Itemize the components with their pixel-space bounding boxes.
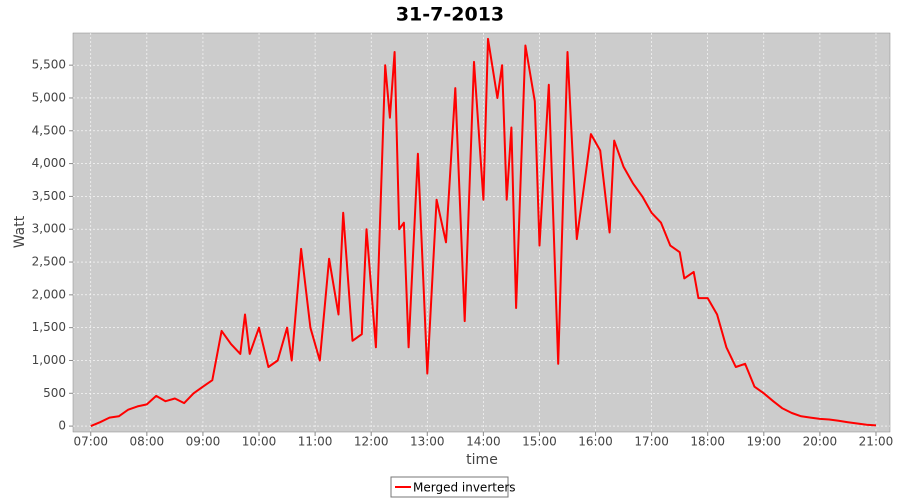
y-tick-label: 3,000 bbox=[32, 222, 66, 236]
y-tick-label: 2,500 bbox=[32, 255, 66, 269]
legend-label: Merged inverters bbox=[413, 481, 516, 495]
x-tick-label: 16:00 bbox=[578, 435, 613, 449]
x-tick-label: 18:00 bbox=[690, 435, 725, 449]
x-tick-label: 15:00 bbox=[522, 435, 557, 449]
x-tick-label: 10:00 bbox=[242, 435, 277, 449]
x-tick-label: 20:00 bbox=[803, 435, 838, 449]
x-tick-label: 11:00 bbox=[298, 435, 333, 449]
x-tick-label: 21:00 bbox=[859, 435, 894, 449]
x-tick-label: 13:00 bbox=[410, 435, 445, 449]
y-tick-label: 2,000 bbox=[32, 287, 66, 301]
y-tick-label: 4,500 bbox=[32, 123, 66, 137]
legend bbox=[390, 476, 509, 498]
chart-title: 31-7-2013 bbox=[396, 4, 504, 26]
y-tick-label: 1,500 bbox=[32, 320, 66, 334]
x-tick-label: 12:00 bbox=[354, 435, 389, 449]
y-tick-label: 4,000 bbox=[32, 156, 66, 170]
y-tick-label: 3,500 bbox=[32, 189, 66, 203]
y-tick-label: 5,500 bbox=[32, 58, 66, 72]
y-axis-label: Watt bbox=[12, 215, 28, 248]
y-tick-label: 5,000 bbox=[32, 90, 66, 104]
x-tick-label: 14:00 bbox=[466, 435, 501, 449]
x-tick-label: 17:00 bbox=[634, 435, 669, 449]
x-tick-label: 19:00 bbox=[747, 435, 782, 449]
y-tick-label: 1,000 bbox=[32, 353, 66, 367]
x-tick-label: 07:00 bbox=[73, 435, 108, 449]
y-tick-label: 500 bbox=[43, 386, 66, 400]
plot-area bbox=[72, 32, 891, 433]
y-tick-label: 0 bbox=[58, 419, 66, 433]
data-line bbox=[90, 37, 877, 428]
x-axis-label: time bbox=[466, 452, 498, 468]
x-tick-label: 09:00 bbox=[186, 435, 221, 449]
x-tick-label: 08:00 bbox=[130, 435, 165, 449]
